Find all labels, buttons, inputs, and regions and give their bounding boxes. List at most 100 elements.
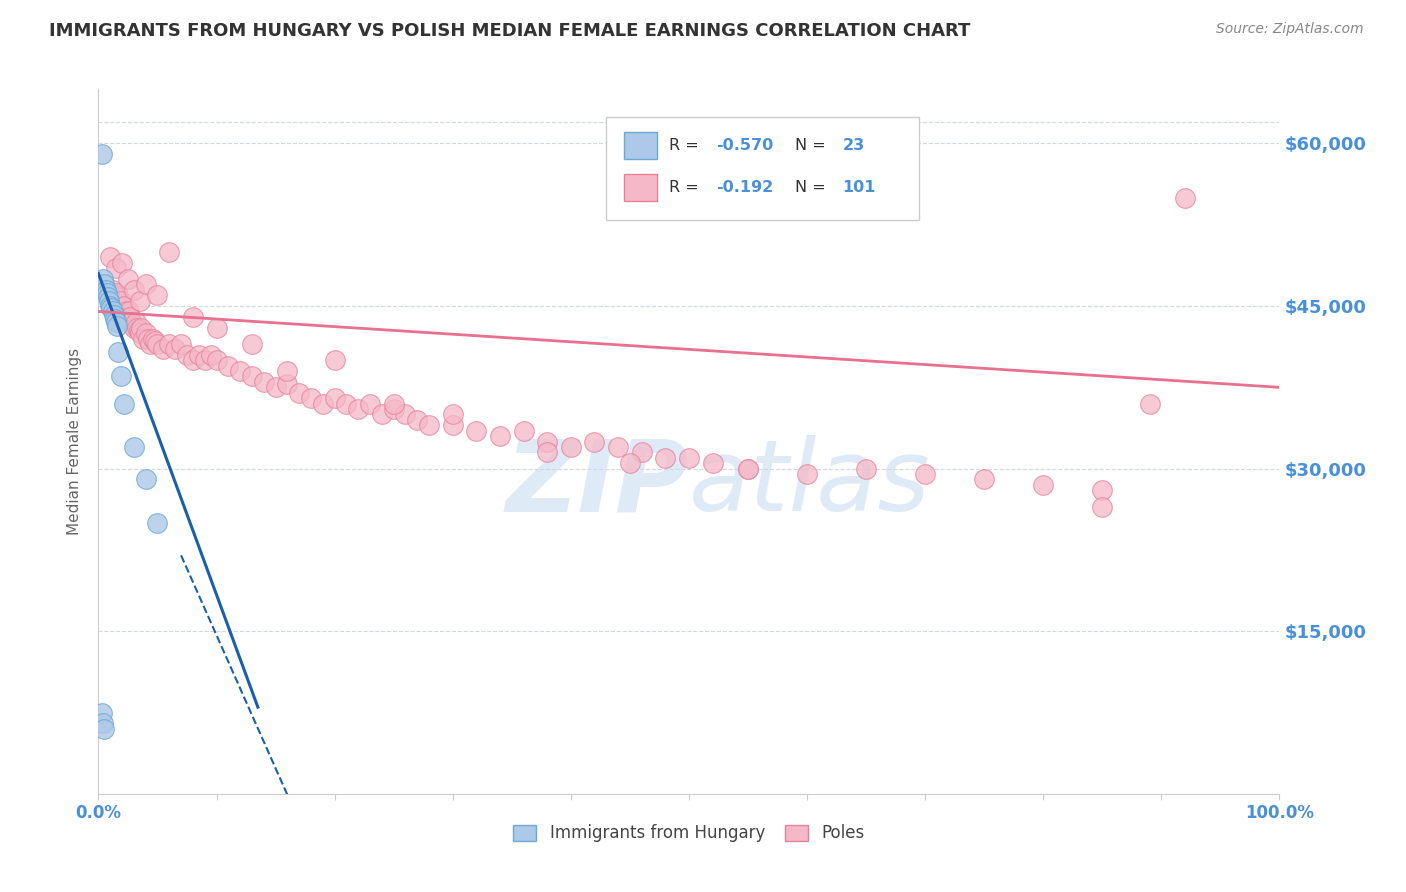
Point	[128, 326, 150, 340]
Point	[229, 364, 252, 378]
Text: N =: N =	[796, 180, 831, 195]
Point	[441, 408, 464, 422]
Point	[129, 320, 152, 334]
Point	[98, 288, 121, 302]
Point	[796, 467, 818, 481]
Point	[253, 375, 276, 389]
Point	[111, 255, 134, 269]
Point	[288, 385, 311, 400]
Point	[465, 424, 488, 438]
Point	[1032, 478, 1054, 492]
Point	[100, 301, 122, 316]
Point	[630, 445, 652, 459]
Point	[98, 299, 121, 313]
Point	[536, 445, 558, 459]
Point	[418, 418, 440, 433]
Point	[737, 461, 759, 475]
Point	[101, 304, 124, 318]
Point	[135, 277, 157, 292]
Text: 101: 101	[842, 180, 876, 195]
Point	[93, 722, 115, 736]
Point	[146, 516, 169, 530]
Point	[347, 402, 370, 417]
Point	[1174, 191, 1197, 205]
Point	[371, 408, 394, 422]
Point	[96, 285, 118, 300]
Point	[359, 396, 381, 410]
Point	[187, 348, 209, 362]
Point	[240, 369, 263, 384]
Point	[91, 716, 114, 731]
Point	[973, 473, 995, 487]
Point	[619, 456, 641, 470]
Text: R =: R =	[669, 138, 704, 153]
Text: -0.192: -0.192	[716, 180, 773, 195]
Text: ZIP: ZIP	[506, 435, 689, 533]
Point	[105, 285, 128, 300]
Point	[335, 396, 357, 410]
Bar	[624, 175, 657, 202]
Point	[112, 396, 135, 410]
Point	[406, 413, 429, 427]
Y-axis label: Median Female Earnings: Median Female Earnings	[67, 348, 83, 535]
Point	[536, 434, 558, 449]
Point	[607, 440, 630, 454]
Point	[143, 334, 166, 348]
Point	[110, 293, 132, 308]
Point	[1091, 483, 1114, 498]
Text: IMMIGRANTS FROM HUNGARY VS POLISH MEDIAN FEMALE EARNINGS CORRELATION CHART: IMMIGRANTS FROM HUNGARY VS POLISH MEDIAN…	[49, 22, 970, 40]
Text: 23: 23	[842, 138, 865, 153]
Point	[121, 315, 143, 329]
Point	[678, 450, 700, 465]
Point	[128, 323, 150, 337]
Point	[110, 369, 132, 384]
Point	[122, 283, 145, 297]
Point	[105, 261, 128, 276]
Point	[1139, 396, 1161, 410]
Point	[114, 304, 136, 318]
Point	[104, 293, 127, 308]
Point	[382, 402, 405, 417]
Point	[914, 467, 936, 481]
Point	[94, 283, 117, 297]
Point	[205, 353, 228, 368]
Point	[105, 315, 128, 329]
Point	[560, 440, 582, 454]
Point	[117, 272, 139, 286]
Point	[91, 272, 114, 286]
Point	[299, 391, 322, 405]
Point	[194, 353, 217, 368]
Point	[264, 380, 287, 394]
Point	[125, 315, 148, 329]
Point	[115, 310, 138, 324]
Point	[128, 293, 150, 308]
Point	[91, 147, 114, 161]
Point	[117, 312, 139, 326]
Point	[200, 348, 222, 362]
Point	[101, 283, 124, 297]
Point	[146, 288, 169, 302]
Point	[441, 418, 464, 433]
Point	[98, 250, 121, 264]
Point	[93, 277, 115, 292]
Point	[121, 318, 143, 333]
Point	[323, 353, 346, 368]
Point	[312, 396, 335, 410]
Point	[103, 288, 125, 302]
Point	[135, 326, 157, 340]
Point	[176, 348, 198, 362]
Point	[98, 293, 121, 308]
Point	[702, 456, 724, 470]
Point	[112, 310, 135, 324]
Point	[217, 359, 239, 373]
Text: -0.570: -0.570	[716, 138, 773, 153]
Point	[146, 337, 169, 351]
Point	[111, 308, 134, 322]
Point	[1091, 500, 1114, 514]
Point	[737, 461, 759, 475]
Point	[165, 343, 187, 357]
Point	[108, 301, 131, 316]
Point	[152, 343, 174, 357]
Point	[136, 332, 159, 346]
Point	[132, 332, 155, 346]
